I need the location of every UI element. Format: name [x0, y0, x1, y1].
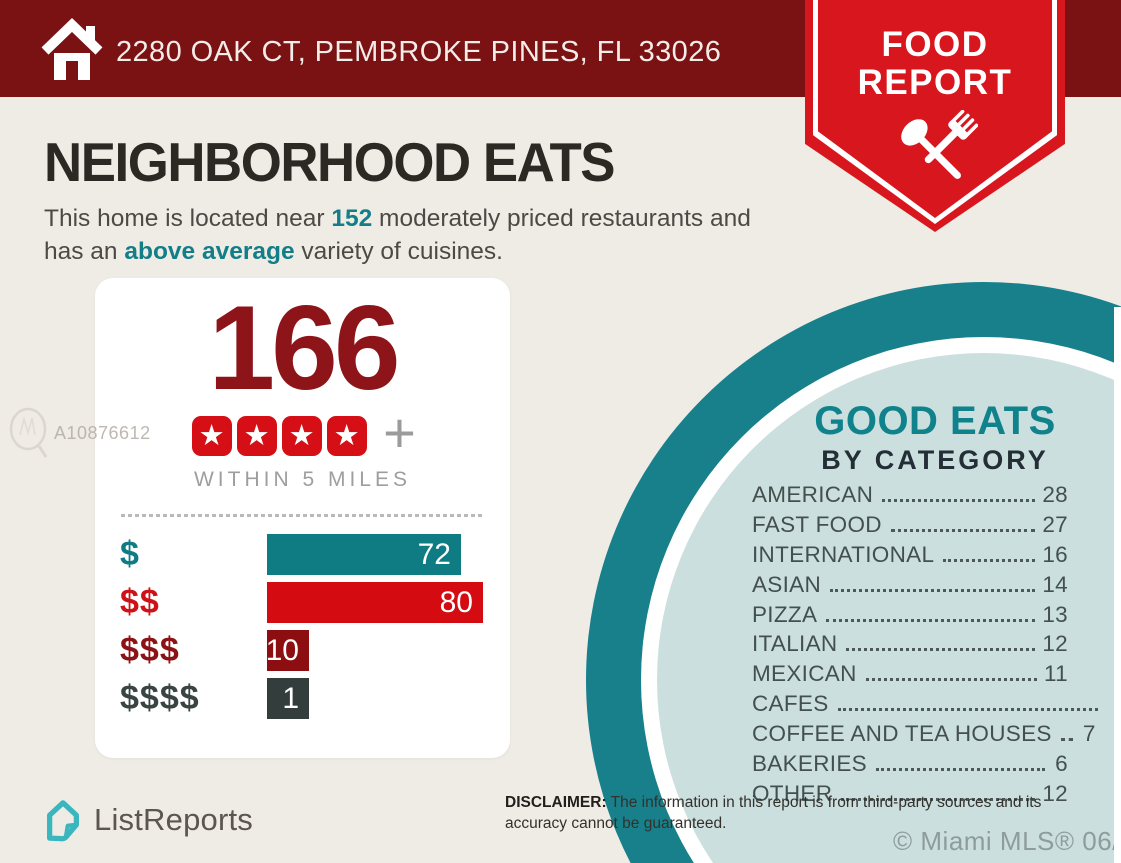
page-title: NEIGHBORHOOD EATS [44, 131, 615, 193]
bar-row: $$ 80 [95, 582, 510, 623]
mls-copyright-watermark: © Miami MLS® 06/2020 [893, 826, 1121, 856]
category-row: ITALIAN 12 [752, 631, 1068, 661]
price-tier-label: $$$$ [120, 679, 200, 717]
mls-watermark-logo [9, 407, 48, 458]
price-tier-label: $$ [120, 583, 160, 621]
dashed-divider [120, 514, 485, 517]
plus-icon: + [383, 401, 416, 464]
category-list: AMERICAN 28 FAST FOOD 27 INTERNATIONAL 16 ASIA… [752, 482, 1098, 811]
category-label: MEXICAN [752, 661, 857, 687]
within-miles-label: WITHIN 5 MILES [193, 468, 412, 491]
category-count: 14 [1042, 571, 1068, 597]
star-icon: ★ [236, 416, 277, 456]
category-count: 16 [1042, 541, 1068, 567]
category-label: ASIAN [752, 571, 822, 597]
variety-highlight: above average [124, 238, 295, 265]
category-row: BAKERIES 6 [752, 751, 1068, 781]
dotted-leader [837, 708, 1098, 712]
category-count: 7 [1082, 721, 1096, 747]
bar-value: 10 [265, 633, 299, 667]
intro-text: This home is located near 152 moderately… [44, 202, 814, 268]
category-row: CAFES [752, 691, 1098, 721]
bar: 1 [267, 678, 309, 719]
category-label: OTHER [752, 780, 833, 806]
category-count: 13 [1042, 601, 1068, 627]
home-icon [41, 18, 103, 80]
bar-row: $$$$ 1 [95, 678, 510, 719]
category-count: 12 [1042, 780, 1068, 806]
mls-listing-watermark: A10876612 [6, 405, 151, 461]
bar-value: 80 [439, 585, 473, 619]
right-edge-artifact [1114, 307, 1121, 863]
category-row: AMERICAN 28 [752, 482, 1068, 512]
category-count: 6 [1055, 751, 1068, 777]
disclaimer-text: DISCLAIMER: The information in this repo… [505, 793, 1090, 834]
listreports-logo-icon [47, 800, 79, 842]
dotted-leader [830, 588, 1036, 592]
category-row: ASIAN 14 [752, 572, 1068, 602]
bar-row: $72 [95, 534, 510, 575]
category-count: 27 [1042, 511, 1068, 537]
price-tier-label: $ [120, 535, 140, 573]
mls-number: A10876612 [54, 422, 151, 443]
listreports-wordmark: ListReports [94, 802, 253, 837]
category-label: CAFES [752, 691, 829, 717]
spoon-fork-icon [901, 109, 979, 179]
bar-value: 1 [282, 681, 299, 715]
category-row: OTHER 12 [752, 781, 1068, 811]
good-eats-subtitle: BY CATEGORY [821, 445, 1049, 475]
restaurant-count-highlight: 152 [331, 205, 373, 232]
disclaimer-label: DISCLAIMER: [505, 794, 607, 811]
category-count: 12 [1042, 631, 1068, 657]
category-label: INTERNATIONAL [752, 541, 935, 567]
price-tier-label: $$$ [120, 631, 180, 669]
category-row: MEXICAN 11 [752, 661, 1068, 691]
intro-part3: has an [44, 238, 125, 265]
star-icon: ★ [281, 416, 322, 456]
bar: 72 [267, 534, 461, 575]
listreports-brand: ListReports [42, 797, 253, 843]
stats-card: 166 ★ ★ ★ ★ + WITHIN 5 MILES $72 $$ 80 $$$ 10 $$… [95, 278, 510, 758]
category-label: PIZZA [752, 601, 818, 627]
bar-value: 72 [417, 537, 451, 571]
category-label: BAKERIES [752, 751, 867, 777]
food-report-badge: FOOD REPORT [805, 0, 1065, 232]
category-row: FAST FOOD 27 [752, 512, 1068, 542]
dotted-leader [826, 618, 1036, 622]
star-icon: ★ [191, 416, 232, 456]
disclaimer-body: The information in this report is from t… [505, 794, 1042, 832]
category-label: FAST FOOD [752, 511, 882, 537]
bar: 80 [267, 582, 483, 623]
category-row: INTERNATIONAL 16 [752, 542, 1068, 572]
badge-title-line2: REPORT [857, 63, 1013, 102]
badge-title-line1: FOOD [881, 25, 989, 64]
price-tier-bar-chart: $72 $$ 80 $$$ 10 $$$$ 1 [95, 534, 510, 719]
dotted-leader [846, 648, 1036, 652]
category-count: 28 [1042, 482, 1068, 507]
restaurant-total-count: 166 [208, 281, 400, 415]
dotted-leader [1060, 738, 1073, 742]
bar-row: $$$ 10 [95, 630, 510, 671]
category-label: ITALIAN [752, 631, 838, 657]
dotted-leader [890, 528, 1036, 532]
dotted-leader [841, 797, 1036, 801]
property-address: 2280 OAK CT, PEMBROKE PINES, FL 33026 [116, 36, 722, 68]
dotted-leader [865, 678, 1038, 682]
intro-part1: This home is located near [44, 205, 332, 232]
category-row: COFFEE AND TEA HOUSES 7 [752, 721, 1095, 751]
star-rating: ★ ★ ★ ★ + [95, 401, 510, 464]
intro-part2: moderately priced restaurants and [372, 205, 751, 232]
category-label: COFFEE AND TEA HOUSES [752, 721, 1052, 747]
category-count: 11 [1044, 661, 1068, 687]
category-row: PIZZA 13 [752, 602, 1068, 632]
dotted-leader [875, 768, 1045, 772]
intro-part4: variety of cuisines. [294, 238, 503, 265]
star-icon: ★ [326, 416, 367, 456]
dotted-leader [943, 558, 1036, 562]
bar: 10 [265, 630, 309, 671]
dotted-leader [882, 499, 1036, 502]
category-label: AMERICAN [752, 482, 874, 507]
good-eats-title: GOOD EATS [814, 399, 1056, 443]
